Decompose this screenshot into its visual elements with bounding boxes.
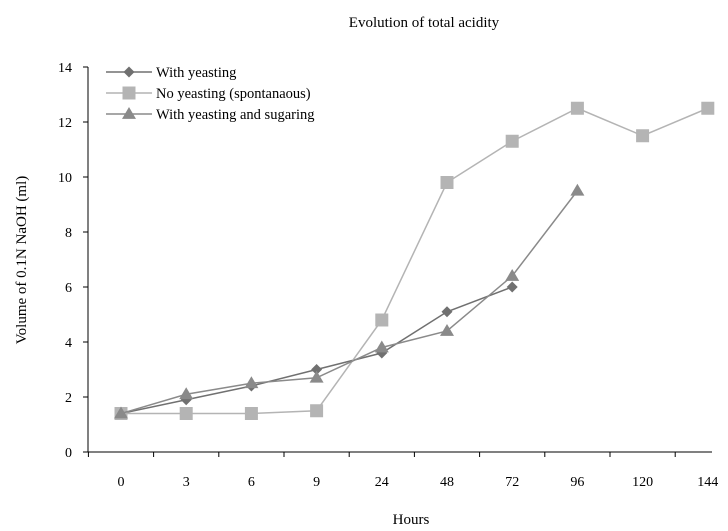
- data-point: [179, 387, 194, 400]
- data-point: [505, 134, 519, 148]
- data-point: [570, 183, 585, 196]
- legend-label: With yeasting: [156, 65, 236, 81]
- series-line: [120, 286, 513, 415]
- series-line: [121, 107, 709, 415]
- data-point: [375, 313, 389, 327]
- y-axis-label: Volume of 0.1N NaOH (ml): [14, 176, 30, 344]
- legend-item: With yeasting and sugaring: [106, 107, 314, 123]
- data-point: [440, 176, 454, 189]
- data-point: [570, 101, 584, 115]
- y-tick-label: 0: [65, 446, 72, 461]
- x-tick-label: 24: [375, 475, 389, 490]
- y-tick-label: 8: [65, 226, 72, 241]
- data-point: [701, 101, 715, 115]
- data-point: [244, 376, 259, 389]
- series-3: [114, 183, 585, 419]
- x-tick-label: 120: [632, 475, 653, 490]
- legend-label: No yeasting (spontanaous): [156, 86, 311, 102]
- legend-item: With yeasting: [106, 65, 236, 81]
- y-tick-label: 14: [58, 61, 72, 76]
- data-point: [114, 406, 128, 419]
- data-point: [311, 364, 323, 375]
- legend-label: With yeasting and sugaring: [156, 107, 314, 123]
- y-ticks: 0 2 4 6 8 10 12 14: [58, 61, 88, 461]
- legend-marker: [123, 66, 135, 78]
- data-point: [374, 340, 389, 353]
- legend-item: No yeasting (spontanaous): [106, 86, 311, 102]
- series-layer: [114, 101, 715, 420]
- x-axis-label: Hours: [393, 512, 430, 528]
- y-tick-label: 10: [58, 171, 72, 186]
- x-tick-label: 48: [440, 475, 454, 490]
- y-tick-label: 12: [58, 116, 72, 131]
- data-point: [636, 129, 650, 143]
- series-1: [115, 281, 518, 419]
- x-ticks: 0 3 6 9 24 48 72 96 120 144: [87, 452, 718, 490]
- x-tick-label: 9: [313, 475, 320, 490]
- data-point: [440, 324, 454, 336]
- data-point: [441, 306, 453, 318]
- data-point: [244, 407, 258, 420]
- legend: With yeasting No yeasting (spontanaous) Wi…: [106, 65, 314, 123]
- x-tick-label: 0: [118, 475, 125, 490]
- series-2: [114, 101, 715, 420]
- data-point: [505, 269, 520, 281]
- legend-marker: [122, 86, 136, 100]
- data-point: [309, 370, 324, 383]
- series-line: [120, 190, 578, 415]
- x-tick-label: 6: [248, 475, 255, 490]
- x-tick-label: 3: [183, 475, 190, 490]
- data-point: [506, 281, 518, 293]
- x-tick-label: 144: [697, 475, 718, 490]
- x-tick-label: 96: [570, 475, 584, 490]
- x-tick-label: 72: [505, 475, 519, 490]
- data-point: [179, 407, 193, 420]
- data-point: [310, 404, 324, 418]
- legend-marker: [122, 107, 136, 119]
- y-tick-label: 6: [65, 281, 72, 296]
- y-tick-label: 2: [65, 391, 72, 406]
- chart-title: Evolution of total acidity: [349, 15, 500, 31]
- y-tick-label: 4: [65, 336, 72, 351]
